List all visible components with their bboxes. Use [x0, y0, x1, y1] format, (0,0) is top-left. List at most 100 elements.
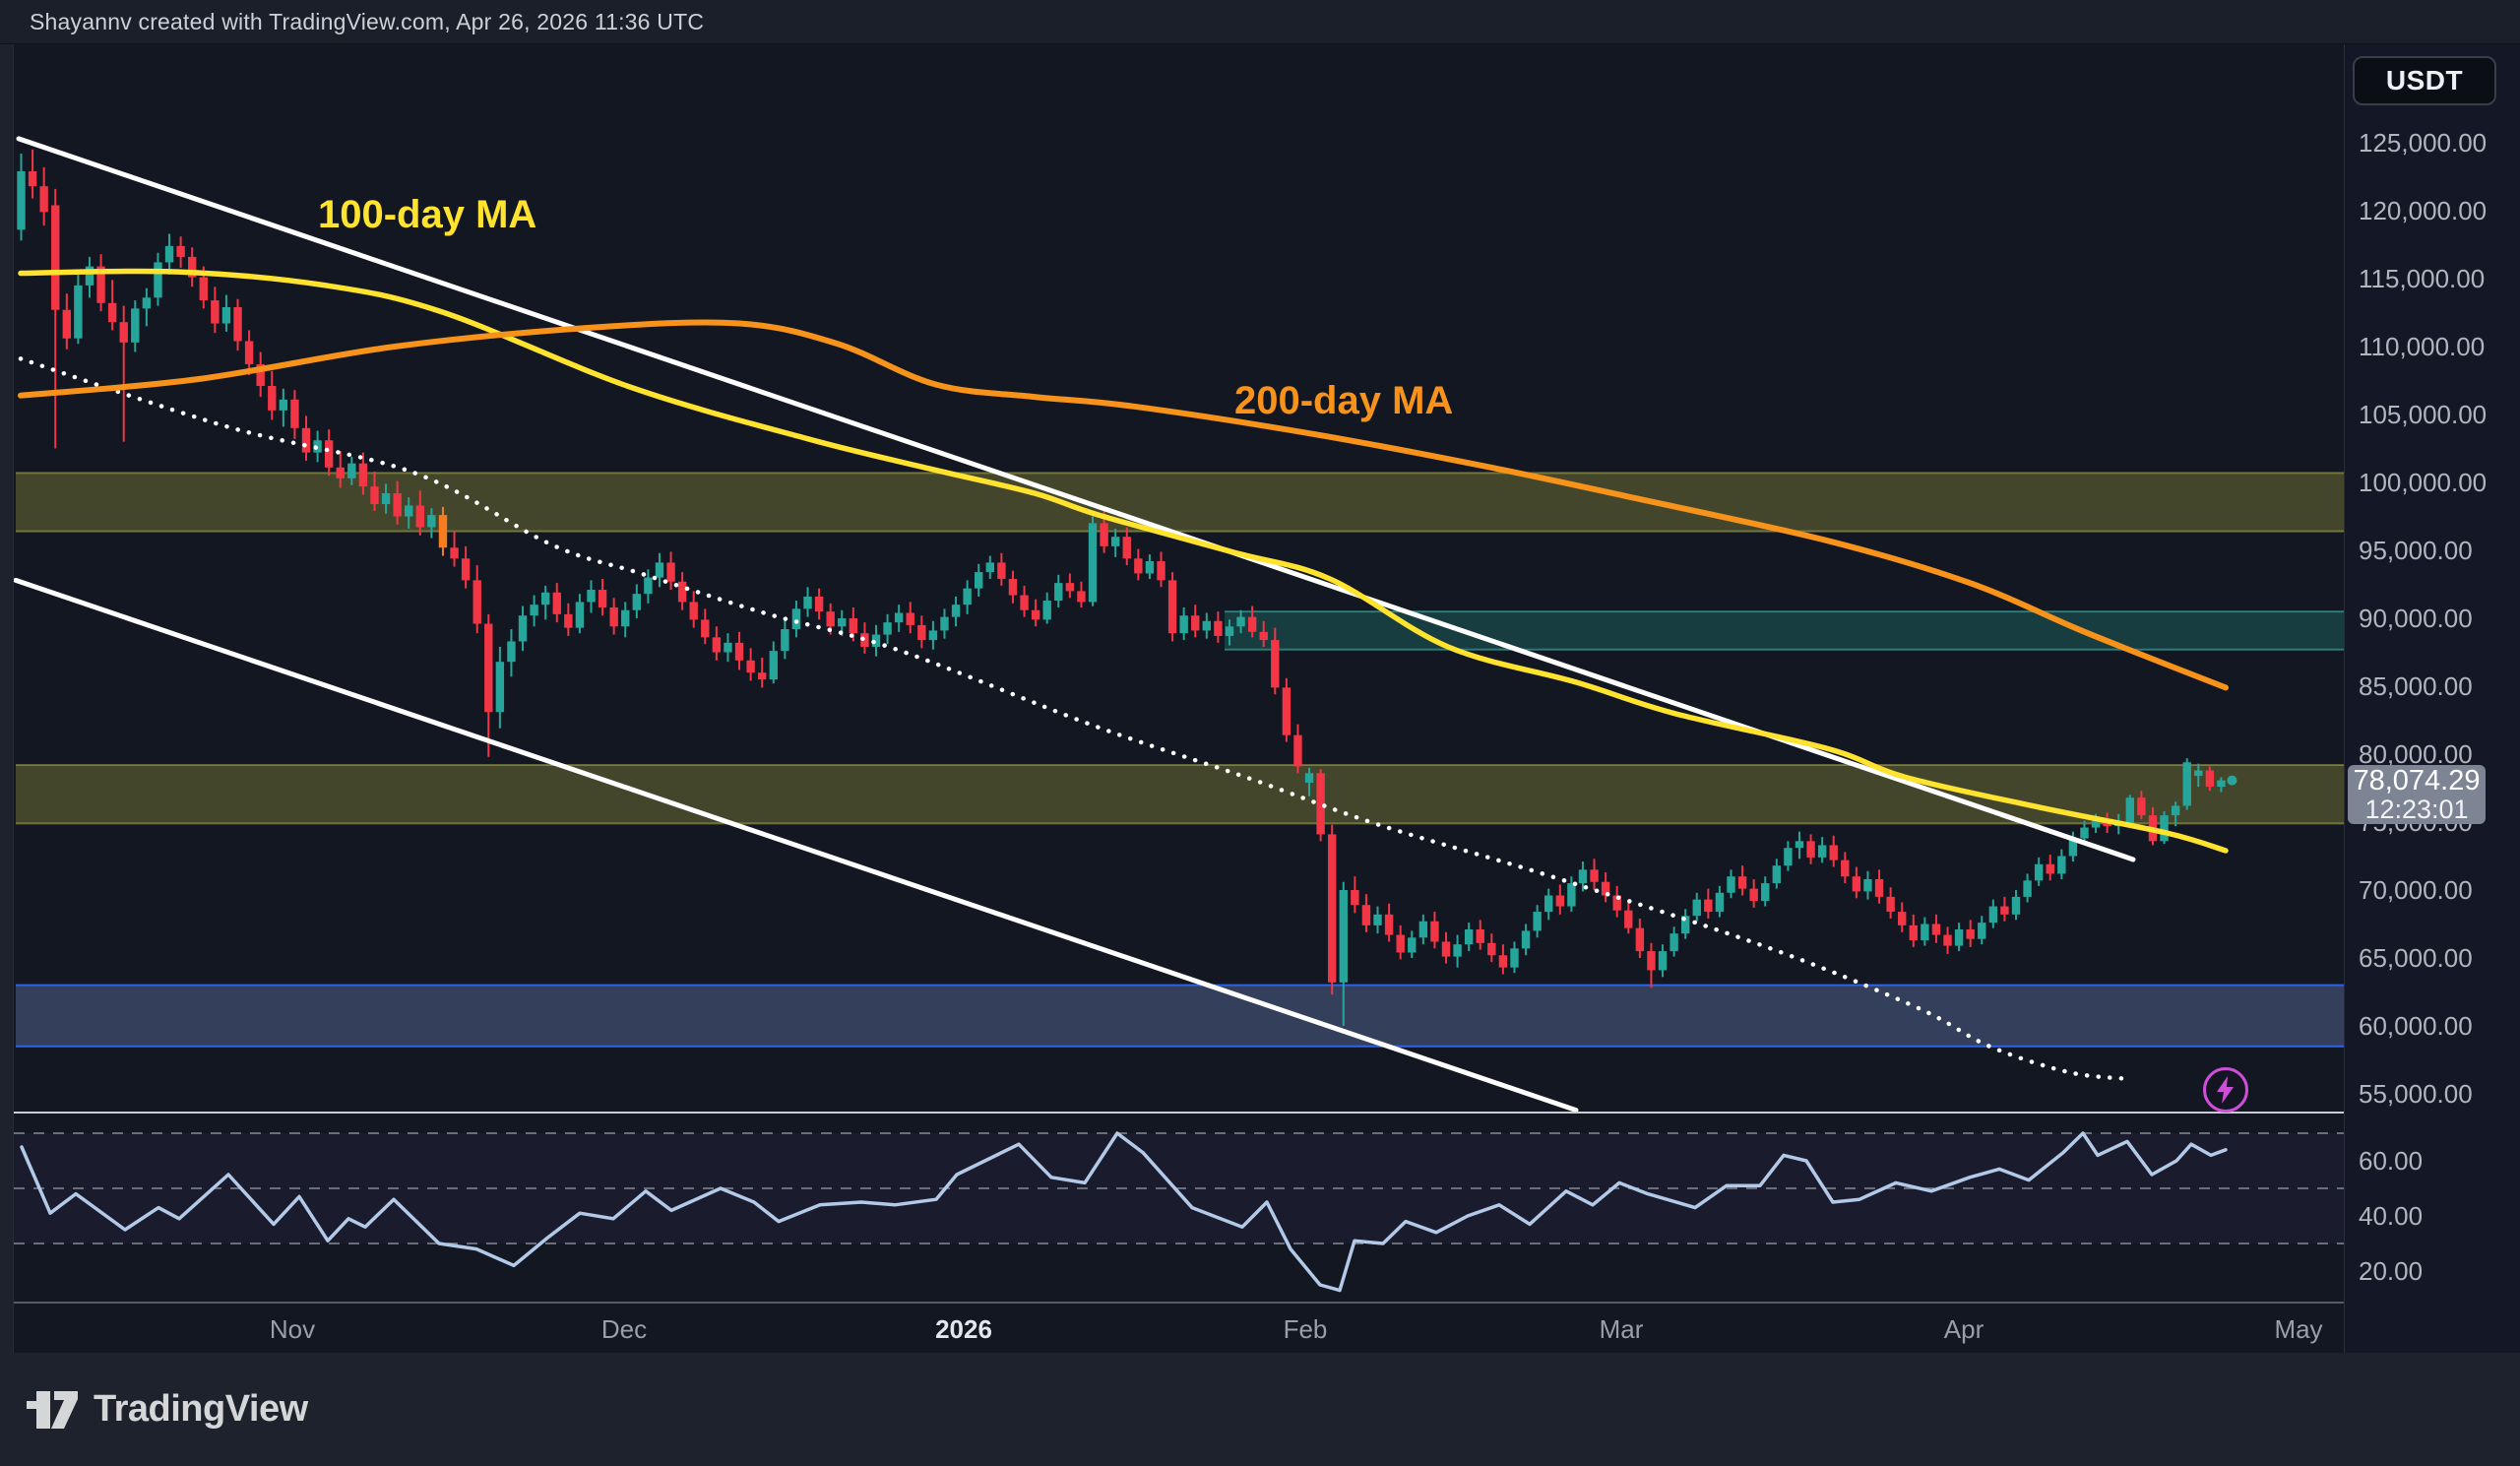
lightning-button[interactable]: [2203, 1067, 2248, 1113]
candle: [107, 280, 117, 331]
time-tick-label-nov: Nov: [269, 1314, 316, 1344]
candle: [1351, 876, 1359, 914]
candle-body: [142, 297, 152, 309]
candle-body: [1316, 773, 1325, 835]
candle-body: [154, 262, 162, 298]
candle-body: [1670, 933, 1678, 952]
candle: [164, 233, 174, 275]
candle: [2023, 873, 2032, 903]
candle: [1042, 592, 1051, 624]
candle-body: [1408, 937, 1417, 953]
candle-body: [358, 463, 368, 487]
candle: [814, 588, 824, 620]
candle-body: [734, 642, 744, 661]
support-zone-blue: [16, 984, 2344, 1048]
candle: [347, 456, 356, 485]
candle-body: [1328, 834, 1337, 983]
pane-separator-rsi-time[interactable]: [14, 1302, 2520, 1304]
price-tick-label: 70,000.00: [2359, 875, 2473, 905]
candle-body: [301, 427, 311, 453]
time-axis[interactable]: Nov Dec 2026 Feb Mar Apr May: [14, 1304, 2520, 1353]
candle: [997, 552, 1006, 586]
lightning-icon: [2217, 1076, 2234, 1104]
time-tick-label-dec: Dec: [600, 1314, 648, 1344]
candle: [1191, 605, 1200, 638]
candle: [1817, 837, 1827, 863]
candle: [781, 619, 789, 660]
pane-separator-price-rsi[interactable]: [14, 1112, 2520, 1114]
candle: [188, 247, 197, 287]
candle-body: [336, 467, 345, 478]
candle: [1304, 767, 1314, 797]
candle-body: [2182, 762, 2191, 806]
candle: [1408, 930, 1417, 958]
candle-body: [1464, 929, 1474, 945]
candle: [1761, 876, 1770, 907]
candle: [450, 531, 459, 567]
candle-body: [2023, 880, 2032, 897]
candle-body: [1680, 916, 1690, 934]
candle: [1521, 924, 1531, 956]
candle-body: [1122, 537, 1131, 559]
candle-body: [677, 581, 687, 603]
candle-body: [1396, 934, 1405, 953]
rsi-pane[interactable]: [14, 1115, 2344, 1302]
candle-body: [894, 612, 904, 623]
quote-currency-button[interactable]: USDT: [2353, 56, 2496, 105]
candle-body: [62, 309, 72, 339]
candle-body: [781, 629, 789, 652]
ma200-line: [18, 319, 2229, 691]
candle-body: [1157, 561, 1166, 581]
candle: [336, 451, 345, 488]
candle-body: [1225, 626, 1234, 636]
candle: [2011, 890, 2021, 921]
price-axis[interactable]: USDT 125,000.00 120,000.00 115,000.00 110,0…: [2344, 44, 2520, 1353]
candle-body: [1373, 914, 1382, 925]
candle-body: [1784, 848, 1793, 866]
candle-body: [131, 308, 140, 343]
rsi-tick-label: 40.00: [2359, 1201, 2424, 1231]
price-tick-label: 60,000.00: [2359, 1011, 2473, 1041]
candle: [495, 646, 505, 729]
candle: [1441, 931, 1451, 964]
candle-body: [405, 505, 413, 517]
candle: [358, 452, 368, 495]
candle-body: [814, 596, 824, 612]
candle: [1680, 909, 1690, 939]
candle-body: [1978, 923, 1986, 939]
price-tick-label: 100,000.00: [2359, 468, 2488, 497]
candle: [1157, 551, 1166, 588]
candle: [701, 608, 710, 645]
candle-body: [381, 493, 391, 505]
candle-body: [906, 612, 914, 625]
price-pane[interactable]: [14, 44, 2344, 1113]
candle: [1430, 912, 1439, 949]
candle-body: [1271, 640, 1280, 688]
candle: [1020, 585, 1029, 617]
candle-body: [164, 245, 174, 263]
candle: [279, 388, 288, 427]
candle: [2217, 777, 2226, 793]
tradingview-logo: TradingView: [25, 1387, 308, 1433]
candle-body: [632, 594, 642, 610]
tradingview-logo-text: TradingView: [94, 1388, 308, 1430]
candle-body: [1806, 841, 1815, 858]
candle-body: [758, 672, 767, 680]
candle-body: [997, 562, 1006, 579]
candle: [1202, 612, 1212, 639]
candle: [1122, 527, 1131, 566]
candle: [609, 598, 618, 635]
candle-body: [199, 277, 208, 301]
candle-body: [17, 170, 26, 230]
candle-body: [928, 630, 938, 641]
resistance-zone-upper: [16, 472, 2344, 533]
candle-body: [746, 660, 755, 673]
candle-body: [1293, 734, 1302, 767]
candle-body: [119, 322, 128, 343]
time-tick-label-apr: Apr: [1943, 1314, 1984, 1344]
candle-body: [1966, 929, 1975, 939]
candle: [1874, 869, 1884, 904]
candle: [244, 330, 254, 375]
candle-body: [1715, 892, 1725, 913]
candle: [1555, 884, 1564, 915]
